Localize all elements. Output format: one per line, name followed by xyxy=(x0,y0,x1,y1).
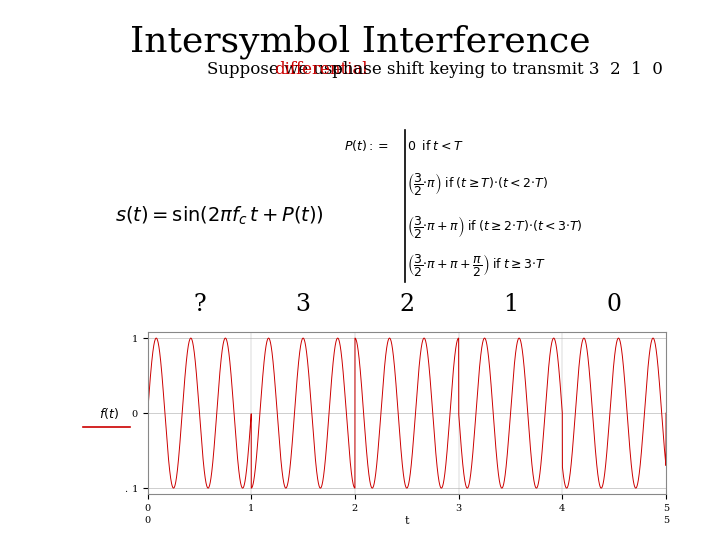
Text: 0: 0 xyxy=(145,516,150,525)
Text: $\left(\dfrac{3}{2}{\cdot}\pi\right) \; \mathrm{if} \; (t \geq T){\cdot}(t < 2{\: $\left(\dfrac{3}{2}{\cdot}\pi\right) \; … xyxy=(407,171,548,197)
Text: Intersymbol Interference: Intersymbol Interference xyxy=(130,24,590,59)
Text: ?: ? xyxy=(193,293,206,316)
Text: differential: differential xyxy=(274,60,367,78)
Text: $s(t)=\sin\!\left(2\pi f_c\,t+P(t)\right)$: $s(t)=\sin\!\left(2\pi f_c\,t+P(t)\right… xyxy=(115,205,324,227)
Text: 2: 2 xyxy=(399,293,415,316)
Text: phase shift keying to transmit 3  2  1  0: phase shift keying to transmit 3 2 1 0 xyxy=(327,60,662,78)
Text: Suppose we use: Suppose we use xyxy=(207,60,348,78)
Text: $\left(\dfrac{3}{2}{\cdot}\pi+\pi+\dfrac{\pi}{2}\right) \; \mathrm{if} \; t \geq: $\left(\dfrac{3}{2}{\cdot}\pi+\pi+\dfrac… xyxy=(407,252,546,278)
Text: $P(t):=$: $P(t):=$ xyxy=(344,138,389,153)
Text: t: t xyxy=(405,516,409,526)
Text: 3: 3 xyxy=(296,293,310,316)
Text: 1: 1 xyxy=(503,293,518,316)
Text: 5: 5 xyxy=(663,516,669,525)
Text: $f(t)$: $f(t)$ xyxy=(99,406,119,421)
Text: $0 \;\; \mathrm{if} \; t < T$: $0 \;\; \mathrm{if} \; t < T$ xyxy=(407,139,464,153)
Text: $\left(\dfrac{3}{2}{\cdot}\pi+\pi\right) \; \mathrm{if} \; (t \geq 2{\cdot}T){\c: $\left(\dfrac{3}{2}{\cdot}\pi+\pi\right)… xyxy=(407,214,582,240)
Text: 0: 0 xyxy=(607,293,621,316)
